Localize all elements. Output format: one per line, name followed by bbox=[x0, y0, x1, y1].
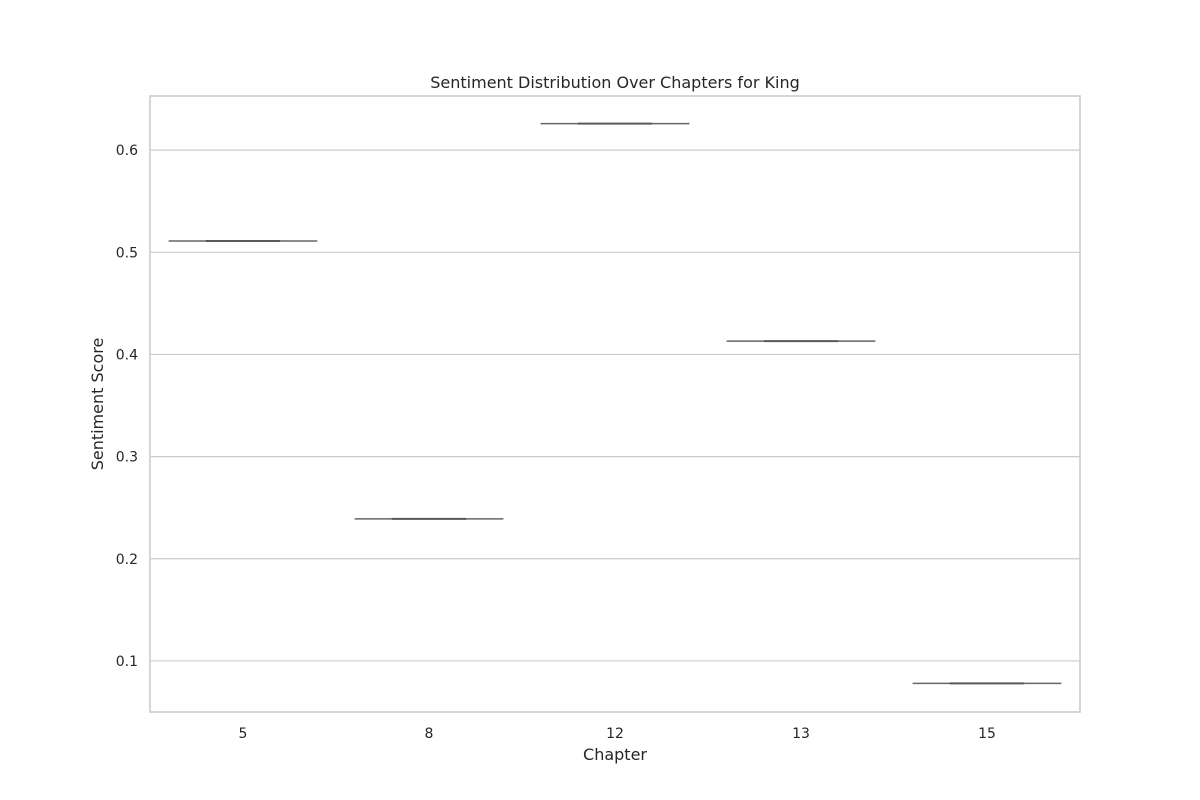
chart-title: Sentiment Distribution Over Chapters for… bbox=[430, 73, 800, 92]
y-tick-label: 0.4 bbox=[116, 347, 138, 363]
x-tick-labels: 5 8 12 13 15 bbox=[239, 726, 996, 742]
y-tick-label: 0.1 bbox=[116, 654, 138, 670]
y-tick-labels: 0.1 0.2 0.3 0.4 0.5 0.6 bbox=[116, 143, 138, 670]
plot-frame bbox=[149, 95, 1081, 713]
x-tick-label: 12 bbox=[606, 726, 624, 742]
y-tick-label: 0.2 bbox=[116, 552, 138, 568]
grid-lines bbox=[150, 149, 1080, 662]
x-tick-label: 15 bbox=[978, 726, 996, 742]
y-axis-label: Sentiment Score bbox=[88, 338, 107, 471]
x-tick-label: 5 bbox=[239, 726, 248, 742]
y-tick-label: 0.3 bbox=[116, 450, 138, 466]
x-tick-label: 13 bbox=[792, 726, 810, 742]
x-axis-label: Chapter bbox=[583, 745, 647, 764]
y-tick-label: 0.6 bbox=[116, 143, 138, 159]
box-marks bbox=[168, 122, 1062, 685]
x-tick-label: 8 bbox=[425, 726, 434, 742]
y-tick-label: 0.5 bbox=[116, 245, 138, 261]
